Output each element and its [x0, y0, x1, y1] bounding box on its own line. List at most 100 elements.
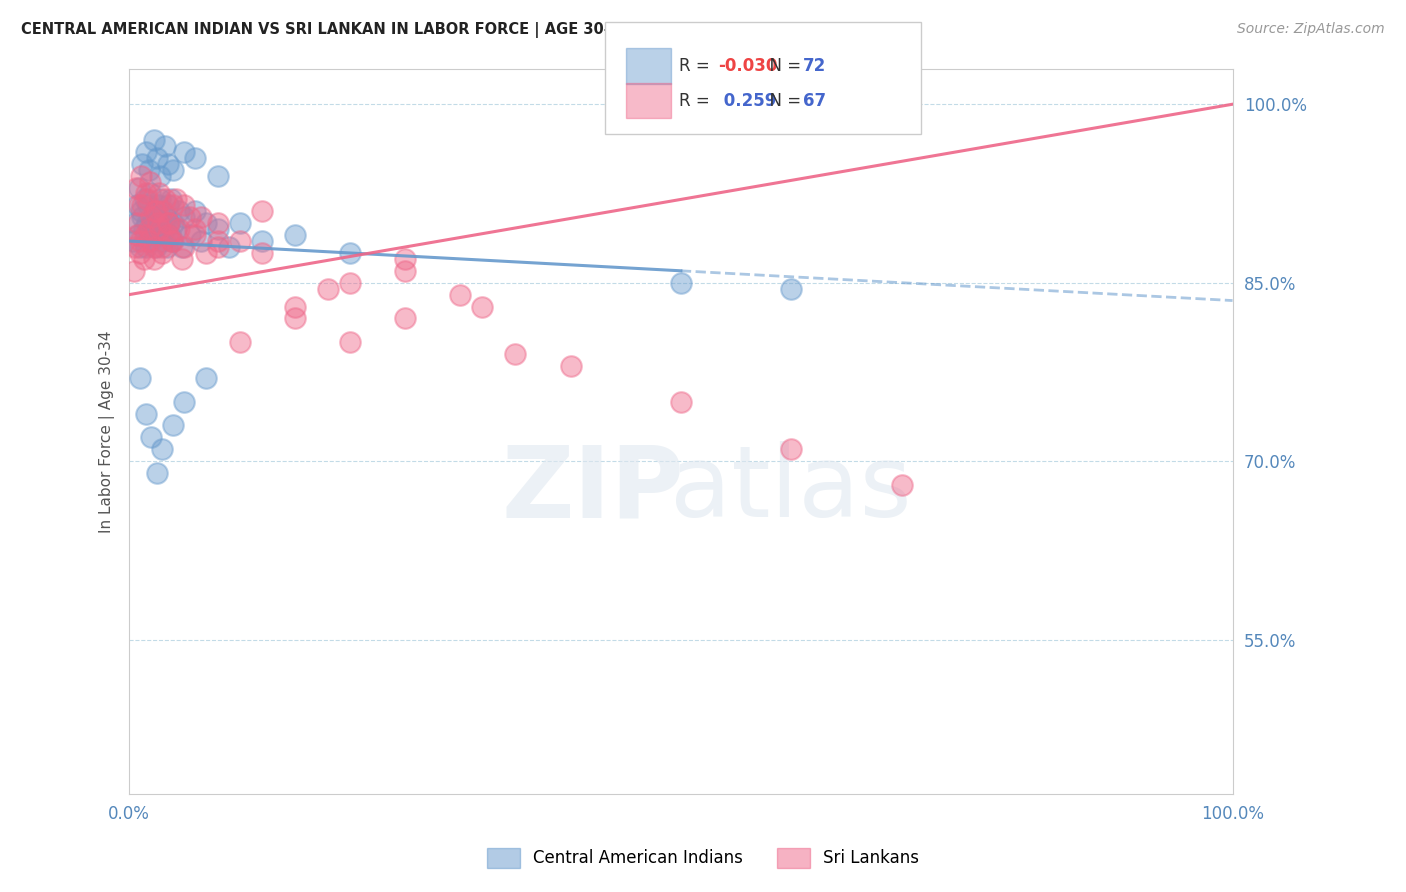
Point — [167, 204, 190, 219]
Point — [173, 145, 195, 159]
Point — [139, 175, 162, 189]
Point — [135, 240, 157, 254]
Point — [131, 211, 153, 225]
Point — [128, 180, 150, 194]
Point — [160, 234, 183, 248]
Point — [122, 264, 145, 278]
Point — [150, 442, 173, 457]
Point — [134, 228, 156, 243]
Text: CENTRAL AMERICAN INDIAN VS SRI LANKAN IN LABOR FORCE | AGE 30-34 CORRELATION CHA: CENTRAL AMERICAN INDIAN VS SRI LANKAN IN… — [21, 22, 811, 38]
Legend: Central American Indians, Sri Lankans: Central American Indians, Sri Lankans — [479, 841, 927, 875]
Point — [560, 359, 582, 373]
Text: 72: 72 — [803, 57, 827, 75]
Point — [146, 211, 169, 225]
Point — [156, 198, 179, 212]
Point — [150, 234, 173, 248]
Point — [250, 204, 273, 219]
Point — [135, 193, 157, 207]
Point — [339, 276, 361, 290]
Point — [162, 198, 184, 212]
Point — [284, 300, 307, 314]
Point — [125, 228, 148, 243]
Point — [141, 211, 163, 225]
Point — [339, 335, 361, 350]
Point — [184, 222, 207, 236]
Point — [165, 193, 187, 207]
Point — [141, 216, 163, 230]
Point — [156, 157, 179, 171]
Point — [195, 371, 218, 385]
Point — [155, 211, 177, 225]
Point — [195, 216, 218, 230]
Point — [132, 222, 155, 236]
Point — [143, 204, 166, 219]
Point — [138, 222, 160, 236]
Point — [129, 234, 152, 248]
Text: Source: ZipAtlas.com: Source: ZipAtlas.com — [1237, 22, 1385, 37]
Point — [162, 234, 184, 248]
Point — [150, 240, 173, 254]
Point — [284, 228, 307, 243]
Point — [124, 240, 146, 254]
Point — [152, 204, 174, 219]
Point — [131, 157, 153, 171]
Point — [780, 442, 803, 457]
Point — [157, 216, 180, 230]
Point — [125, 198, 148, 212]
Text: 67: 67 — [803, 92, 825, 110]
Point — [162, 162, 184, 177]
Point — [146, 204, 169, 219]
Point — [143, 204, 166, 219]
Point — [138, 234, 160, 248]
Point — [228, 234, 250, 248]
Point — [136, 198, 159, 212]
Point — [148, 228, 170, 243]
Point — [207, 216, 229, 230]
Point — [669, 276, 692, 290]
Point — [124, 216, 146, 230]
Point — [149, 222, 172, 236]
Point — [159, 228, 181, 243]
Point — [160, 193, 183, 207]
Point — [142, 222, 165, 236]
Text: R =: R = — [679, 92, 716, 110]
Point — [162, 234, 184, 248]
Point — [135, 407, 157, 421]
Point — [128, 198, 150, 212]
Point — [131, 204, 153, 219]
Point — [146, 198, 169, 212]
Point — [134, 193, 156, 207]
Point — [157, 216, 180, 230]
Point — [228, 216, 250, 230]
Point — [172, 240, 194, 254]
Point — [146, 151, 169, 165]
Point — [153, 139, 176, 153]
Point — [129, 371, 152, 385]
Point — [207, 234, 229, 248]
Point — [250, 234, 273, 248]
Point — [316, 282, 339, 296]
Point — [142, 252, 165, 266]
Point — [167, 222, 190, 236]
Point — [131, 198, 153, 212]
Point — [156, 228, 179, 243]
Point — [149, 193, 172, 207]
Point — [339, 246, 361, 260]
Point — [141, 430, 163, 444]
Point — [162, 418, 184, 433]
Point — [152, 204, 174, 219]
Point — [145, 240, 167, 254]
Point — [173, 211, 195, 225]
Text: atlas: atlas — [671, 441, 912, 538]
Point — [162, 216, 184, 230]
Y-axis label: In Labor Force | Age 30-34: In Labor Force | Age 30-34 — [100, 330, 115, 533]
Point — [132, 252, 155, 266]
Point — [142, 240, 165, 254]
Point — [146, 216, 169, 230]
Point — [207, 240, 229, 254]
Point — [148, 186, 170, 201]
Point — [190, 211, 212, 225]
Point — [195, 246, 218, 260]
Point — [173, 394, 195, 409]
Point — [156, 216, 179, 230]
